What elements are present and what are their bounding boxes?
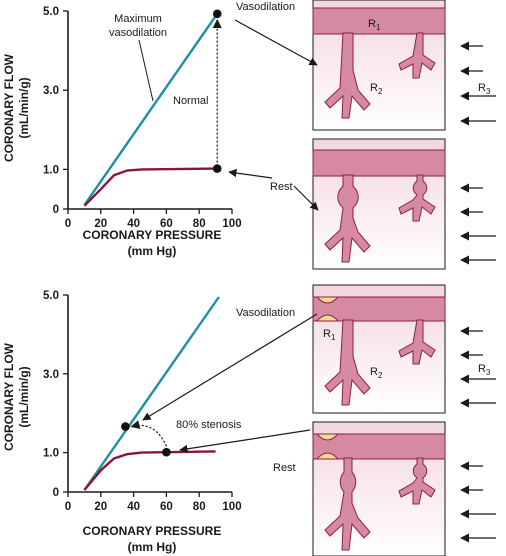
compression-arrows (460, 326, 496, 408)
top-y-axis-unit: (mL/min/g) (17, 77, 31, 138)
bottom-connector-arrows (142, 313, 318, 454)
bottom-axes (63, 294, 233, 497)
maximum-vasodilation-label-2: vasodilation (109, 27, 167, 39)
r1-label: R1 (368, 18, 381, 32)
r2-label: R2 (370, 82, 383, 96)
arteriole-branch (398, 174, 436, 222)
operating-point-marker (121, 422, 130, 431)
operating-point-marker (212, 164, 222, 173)
arteriole-branch (398, 457, 436, 505)
vasodilation-arrow-to-diagram (234, 19, 318, 66)
top-axes (63, 10, 233, 214)
compression-arrows (460, 41, 496, 126)
y-tick-label: 5.0 (43, 290, 59, 302)
top-x-axis-label: CORONARY PRESSURE (83, 228, 222, 242)
x-tick-label: 60 (160, 218, 173, 230)
y-tick-label: 3.0 (43, 369, 59, 381)
compression-arrows (460, 183, 496, 265)
top-x-axis-unit: (mm Hg) (128, 244, 177, 258)
stenotic-plaque-top (315, 433, 340, 441)
bottom-vasodilation-label: Vasodilation (236, 307, 295, 319)
top-series-group (83, 13, 219, 207)
arteriole-branch (398, 32, 436, 79)
bottom-x-axis-unit: (mm Hg) (128, 540, 177, 554)
x-tick-label: 60 (160, 501, 173, 513)
stenosis-dotted-arrow (130, 420, 167, 447)
x-tick-label: 20 (94, 501, 107, 513)
x-tick-label: 40 (127, 501, 140, 513)
maximum-vasodilation-pointer (138, 39, 154, 102)
top-chart: 0 20 40 60 80 100 0 1.0 3.0 5.0 CORONARY PRESSURE… (2, 1, 295, 258)
rest-series-line (83, 450, 216, 491)
top-vasodilation-label: Vasodilation (236, 1, 295, 13)
r1-label: R1 (323, 328, 336, 342)
operating-point-marker (162, 447, 171, 457)
bottom-markers (121, 420, 171, 457)
top-vasodilation-diagram: R1 R2 R3 (312, 0, 496, 131)
top-rest-label: Rest (270, 181, 293, 193)
top-y-axis-label: CORONARY FLOW (2, 53, 16, 162)
r3-label: R3 (478, 363, 491, 377)
top-tick-labels: 0 20 40 60 80 100 0 1.0 3.0 5.0 (43, 6, 242, 230)
penetrating-artery (324, 174, 371, 263)
x-tick-label: 80 (193, 501, 206, 513)
bottom-y-axis-unit: (mL/min/g) (17, 366, 31, 427)
operating-point-marker (212, 9, 222, 19)
maximum-vasodilation-label-1: Maximum (114, 13, 162, 25)
stenosis-label: 80% stenosis (176, 419, 242, 431)
rest-arrow-to-diagram (293, 185, 319, 211)
epicardial-artery (312, 7, 446, 35)
vasodilation-arrow-to-point (142, 313, 318, 421)
vasodilation-series-line (83, 296, 220, 491)
x-tick-label: 100 (222, 501, 241, 513)
top-rest-diagram (312, 138, 496, 270)
penetrating-artery (324, 319, 371, 406)
top-markers (212, 9, 222, 173)
penetrating-artery (324, 32, 371, 119)
epicardial-artery (312, 296, 446, 322)
stenotic-plaque-bottom (315, 314, 340, 322)
top-connector-arrows (228, 19, 319, 211)
r2-label: R2 (370, 366, 383, 380)
r3-label: R3 (478, 82, 491, 96)
stenotic-plaque-bottom (315, 452, 340, 460)
x-tick-label: 100 (222, 218, 241, 230)
epicardial-artery (312, 149, 446, 177)
penetrating-artery (324, 457, 371, 551)
y-tick-label: 5.0 (43, 6, 59, 18)
stenotic-plaque-top (315, 296, 340, 304)
bottom-vasodilation-diagram: R1 R2 R3 (312, 284, 496, 414)
rest-series-line (83, 167, 218, 207)
normal-label: Normal (173, 95, 208, 107)
bottom-chart: 0 20 40 60 80 100 0 1.0 3.0 5.0 CORONARY PRESSURE… (2, 290, 296, 554)
y-tick-label: 0 (53, 487, 59, 499)
bottom-x-axis-label: CORONARY PRESSURE (83, 524, 222, 538)
vasodilation-series-line (83, 13, 219, 206)
x-tick-label: 40 (127, 218, 140, 230)
rest-arrow-to-point (228, 168, 273, 179)
bottom-rest-diagram (312, 421, 496, 556)
bottom-y-axis-label: CORONARY FLOW (2, 342, 16, 451)
bottom-tick-labels: 0 20 40 60 80 100 0 1.0 3.0 5.0 (43, 290, 242, 513)
x-tick-label: 80 (193, 218, 206, 230)
y-tick-label: 1.0 (43, 448, 59, 460)
x-tick-label: 20 (94, 218, 107, 230)
y-tick-label: 1.0 (43, 164, 59, 176)
rest-arrow-to-point (179, 429, 311, 454)
x-tick-label: 0 (65, 501, 71, 513)
bottom-rest-label: Rest (273, 462, 296, 474)
bottom-series-group (83, 296, 220, 491)
y-tick-label: 0 (53, 204, 59, 216)
compression-arrows (460, 461, 496, 543)
y-tick-label: 3.0 (43, 85, 59, 97)
epicardial-artery (312, 433, 446, 460)
arteriole-branch (398, 319, 436, 365)
x-tick-label: 0 (65, 218, 71, 230)
